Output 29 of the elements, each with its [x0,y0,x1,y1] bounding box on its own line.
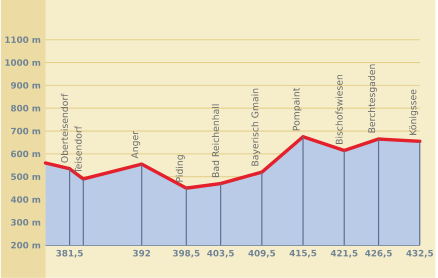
ref-line-label: Anger [131,131,140,159]
y-tick-label: 1100 m [5,36,40,44]
ref-line-label: Bad Reichenhall [212,104,220,178]
ref-line-label: Oberteisendorf [60,93,68,163]
ref-line-label: Bischofswiesen [335,74,343,144]
ref-line-label: Bayerisch Gmain [251,88,260,166]
y-tick-label: 600 m [11,150,40,158]
y-tick-label: 1000 m [5,59,40,66]
y-tick-label: 900 m [10,82,40,89]
x-tick-label: 381,5 [56,250,83,258]
x-tick-label: 403,5 [207,250,234,258]
ref-line-label: Teisendorf [74,126,82,174]
y-tick-label: 500 m [11,173,40,180]
ref-line-label: Piding [176,155,185,182]
x-tick-label: 421,5 [330,250,358,258]
y-tick-label: 800 m [11,104,40,112]
x-tick-label: 392 [133,250,150,256]
x-tick-label: 415,5 [290,250,316,258]
x-tick-label: 426,5 [365,250,392,258]
x-tick-label: 432,5 [406,250,433,258]
y-tick-label: 200 m [11,242,40,249]
y-tick-label: 300 m [11,219,40,226]
ref-line-label: Pompaint [292,88,302,130]
y-tick-label: 400 m [10,196,40,203]
ref-line-label: Berchtesgaden [368,64,377,133]
x-tick-label: 398,5 [173,250,200,258]
x-tick-label: 409,5 [248,250,276,258]
ref-line-label: Königssee [409,90,418,135]
y-tick-label: 700 m [11,128,40,134]
